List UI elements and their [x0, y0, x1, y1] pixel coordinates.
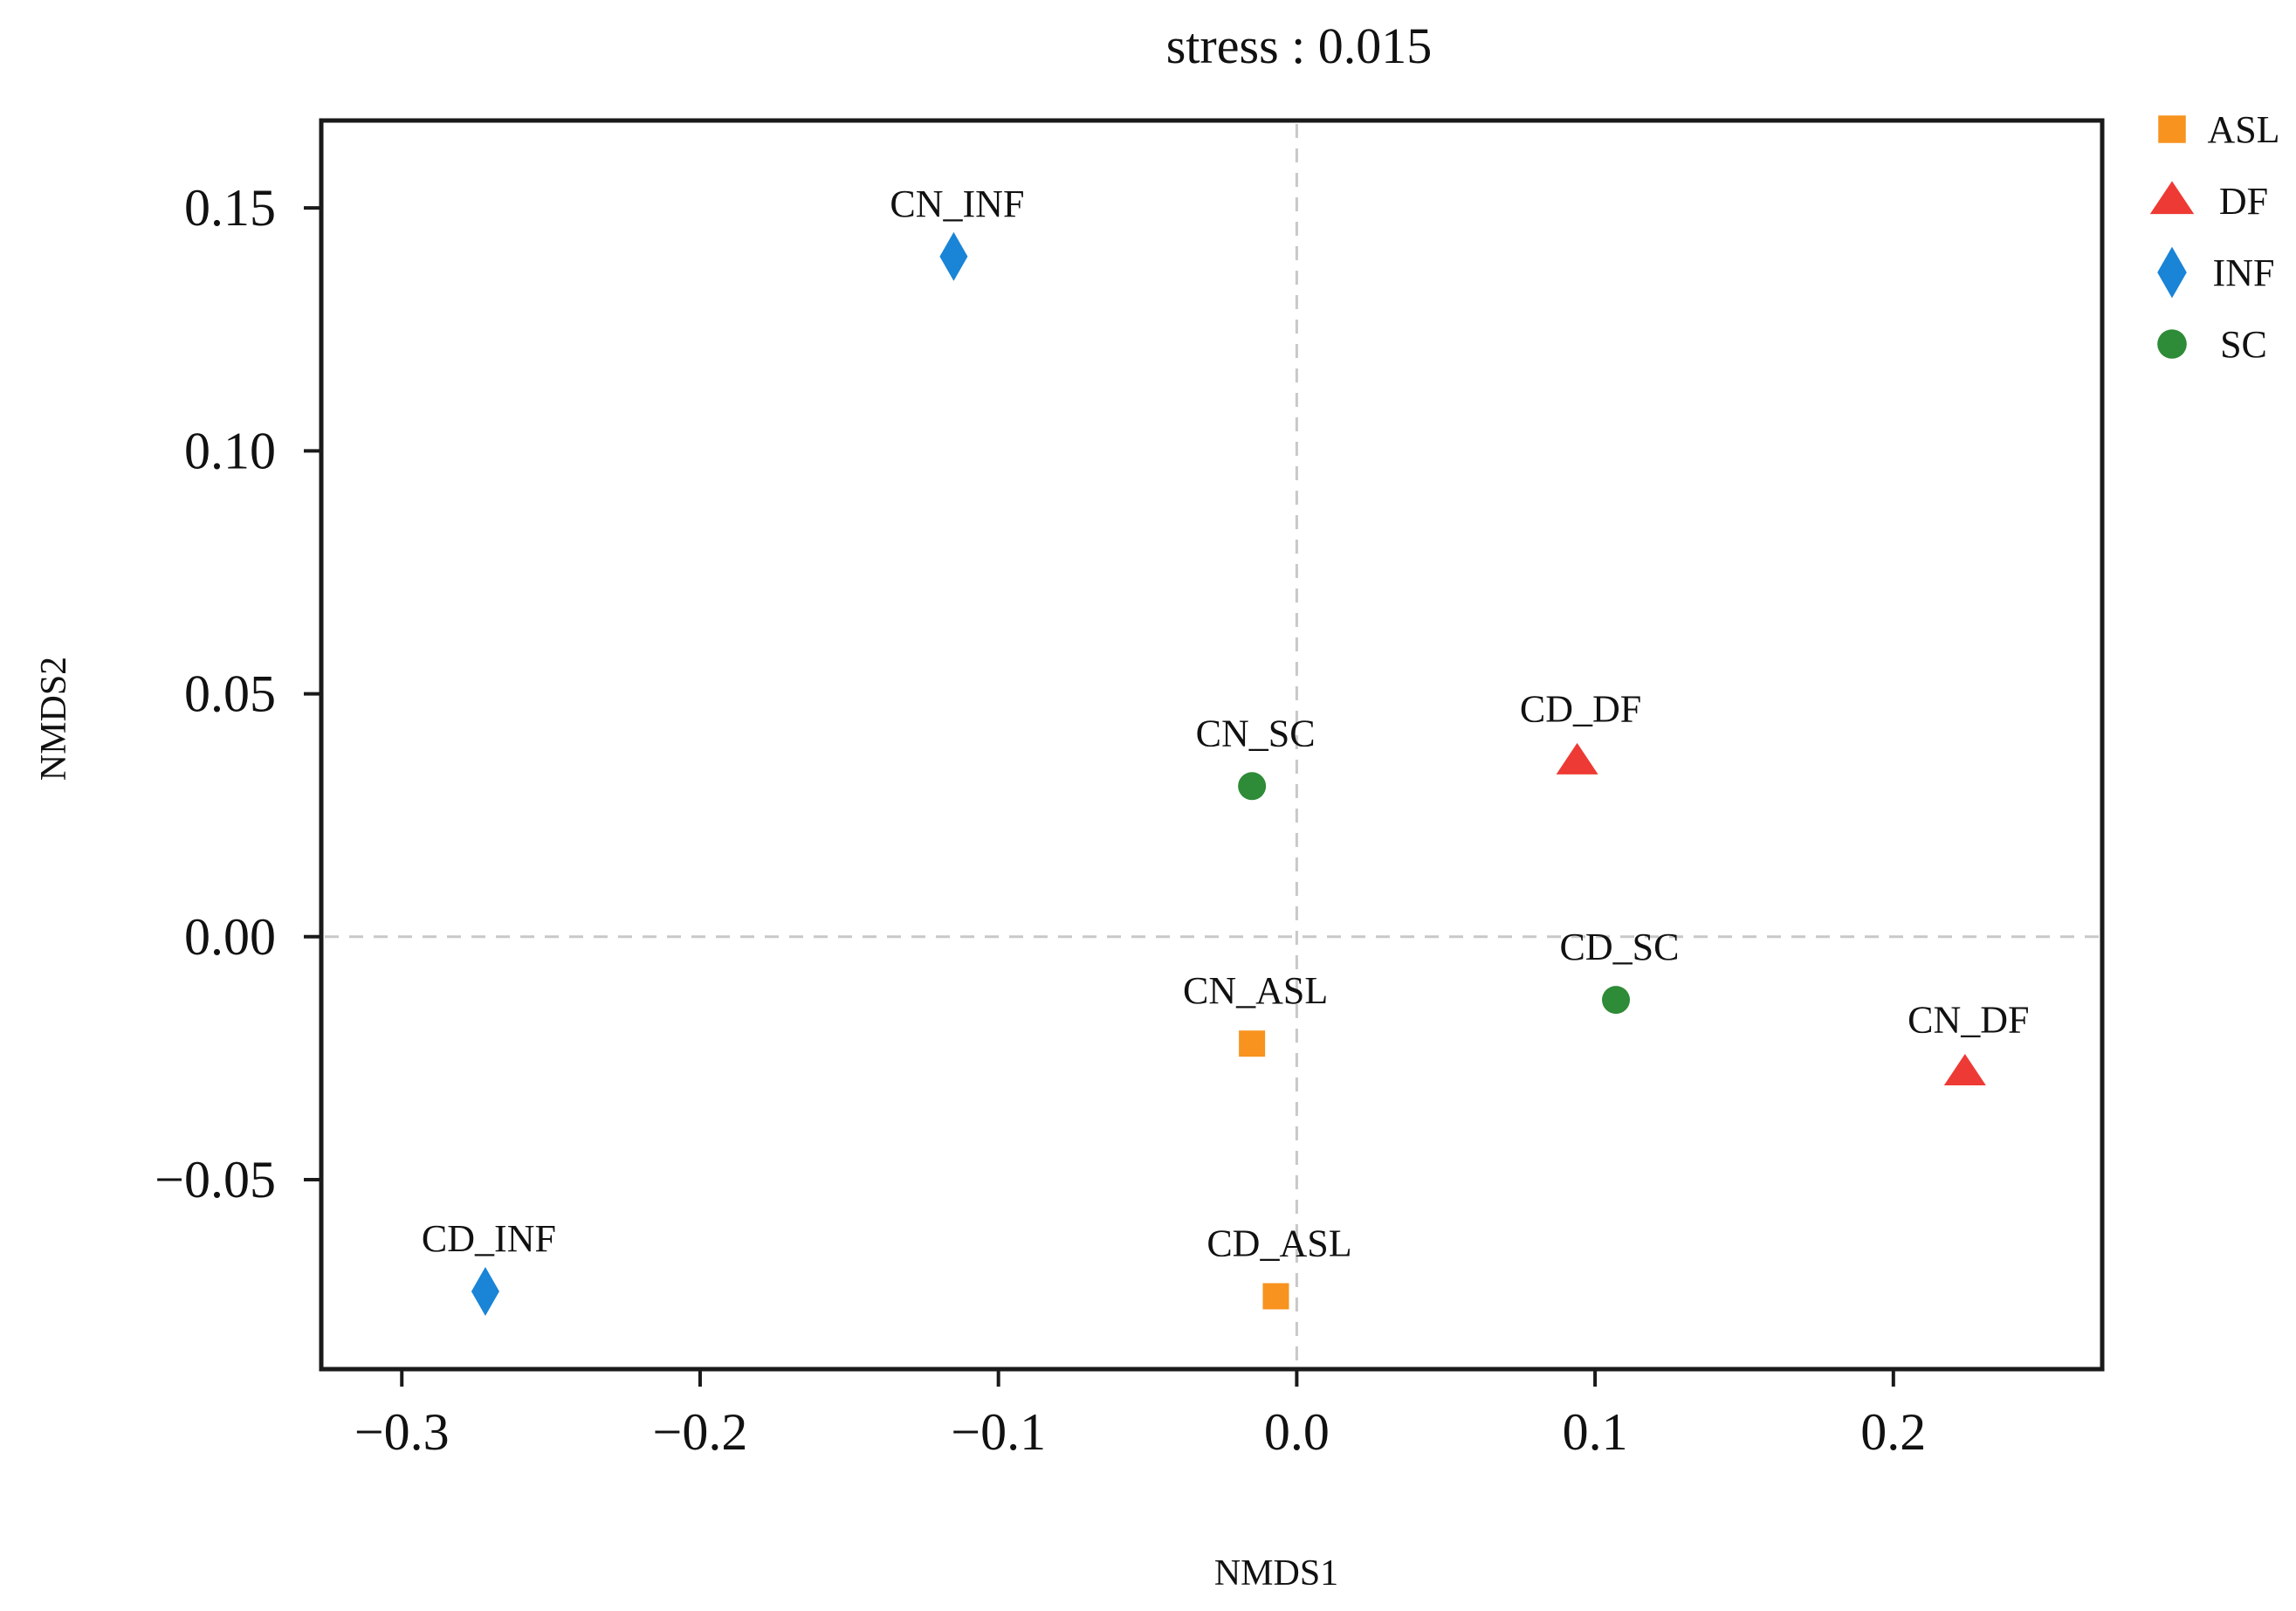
- legend-marker-inf: [2157, 246, 2187, 299]
- x-tick-label: −0.1: [951, 1403, 1046, 1461]
- x-tick-label: −0.3: [354, 1403, 450, 1461]
- data-point-cd-sc: [1602, 986, 1631, 1015]
- point-label: CN_DF: [1908, 999, 2029, 1042]
- plot-area: −0.3 −0.2 −0.1 0.0 0.1 0.2 0.15 0.10 0.05 0.00 −0.…: [155, 118, 2105, 1461]
- legend-label-asl: ASL: [2207, 108, 2279, 151]
- x-axis-title: NMDS1: [1214, 1553, 1338, 1594]
- data-point-cn-df: [1943, 1053, 1986, 1085]
- legend-marker-sc: [2157, 329, 2187, 359]
- legend-marker-df: [2149, 181, 2195, 215]
- y-tick-label: 0.15: [184, 179, 276, 237]
- point-label: CD_INF: [422, 1217, 556, 1260]
- data-point-cn-asl: [1239, 1030, 1266, 1057]
- data-point-cd-asl: [1262, 1283, 1289, 1310]
- legend-marker-asl: [2158, 115, 2186, 143]
- y-tick-label: 0.10: [184, 422, 276, 479]
- point-label: CD_DF: [1520, 687, 1641, 730]
- legend-label-sc: SC: [2220, 323, 2267, 366]
- y-tick-label: 0.00: [184, 908, 276, 966]
- data-point-cd-df: [1556, 742, 1598, 775]
- point-label: CN_SC: [1196, 712, 1316, 754]
- point-label: CN_ASL: [1183, 969, 1328, 1012]
- legend-label-inf: INF: [2213, 251, 2275, 294]
- data-point-cn-inf: [939, 231, 968, 281]
- x-tick-label: −0.2: [653, 1403, 748, 1461]
- x-tick-label: 0.2: [1860, 1403, 1926, 1461]
- plot-frame: [319, 118, 2105, 1372]
- chart-title: stress : 0.015: [1166, 17, 1433, 74]
- x-tick-label: 0.1: [1563, 1403, 1628, 1461]
- y-tick-label: −0.05: [155, 1151, 276, 1208]
- y-axis-title: NMDS2: [34, 657, 74, 781]
- legend-label-df: DF: [2219, 180, 2268, 223]
- point-label: CD_SC: [1560, 926, 1680, 968]
- data-point-cn-sc: [1238, 772, 1267, 801]
- point-label: CD_ASL: [1206, 1222, 1351, 1265]
- y-tick-label: 0.05: [184, 665, 276, 723]
- data-point-cd-inf: [471, 1266, 499, 1316]
- legend: ASL DF INF SC: [2149, 108, 2280, 366]
- x-tick-label: 0.0: [1264, 1403, 1330, 1461]
- point-label: CN_INF: [890, 182, 1024, 225]
